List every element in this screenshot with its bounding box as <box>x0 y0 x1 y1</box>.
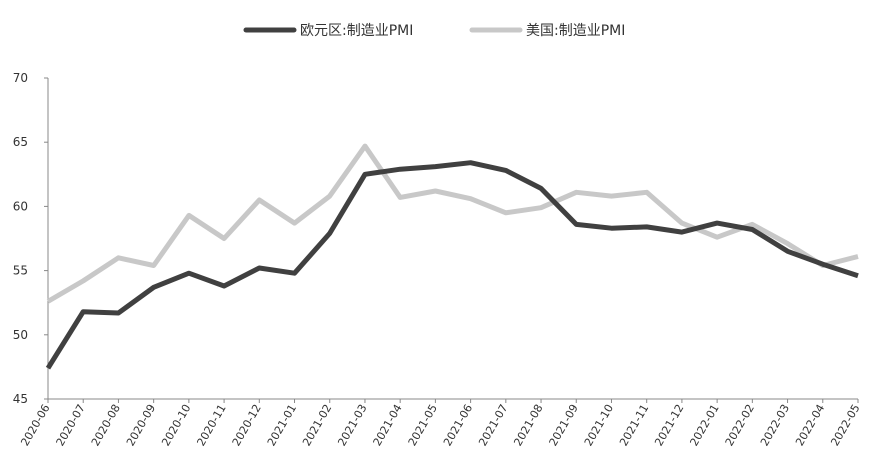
x-tick-label: 2021-07 <box>476 402 510 448</box>
y-tick-label: 45 <box>13 392 28 406</box>
x-tick-label: 2020-09 <box>124 402 158 448</box>
x-tick-label: 2020-10 <box>159 402 193 448</box>
x-tick-label: 2021-02 <box>300 402 334 448</box>
y-tick-label: 70 <box>13 71 28 85</box>
y-axis-ticks: 45 50 55 60 65 70 <box>13 71 48 406</box>
series-line-eurozone <box>45 160 859 370</box>
x-tick-label: 2022-02 <box>723 402 757 448</box>
x-tick-label: 2022-03 <box>758 402 792 448</box>
y-tick-label: 65 <box>13 135 28 149</box>
x-tick-label: 2020-12 <box>230 402 264 448</box>
x-tick-label: 2021-06 <box>441 402 475 448</box>
x-tick-label: 2022-05 <box>828 402 862 448</box>
x-tick-label: 2021-04 <box>371 402 405 448</box>
x-tick-label: 2021-05 <box>406 402 440 448</box>
x-tick-label: 2020-11 <box>194 402 228 448</box>
x-tick-label: 2022-04 <box>793 402 827 448</box>
x-tick-label: 2021-08 <box>511 402 545 448</box>
y-tick-label: 55 <box>13 264 28 278</box>
x-tick-label: 2021-01 <box>265 402 299 448</box>
legend-label-eurozone: 欧元区:制造业PMI <box>300 23 413 39</box>
x-tick-label: 2020-07 <box>54 402 88 448</box>
series-line-us <box>46 143 859 304</box>
x-axis-ticks: 2020-06 2020-07 2020-08 2020-09 2020-10 2020-… <box>18 399 863 448</box>
y-tick-label: 50 <box>13 328 28 342</box>
legend-item-us: 美国:制造业PMI <box>469 23 625 39</box>
legend-item-eurozone: 欧元区:制造业PMI <box>243 23 413 39</box>
y-tick-label: 60 <box>13 199 28 213</box>
x-tick-label: 2020-06 <box>18 402 52 448</box>
axes <box>47 78 858 400</box>
series-lines <box>45 143 859 370</box>
x-tick-label: 2021-11 <box>617 402 651 448</box>
x-tick-label: 2021-10 <box>582 402 616 448</box>
x-tick-label: 2021-09 <box>547 402 581 448</box>
x-tick-label: 2021-03 <box>335 402 369 448</box>
x-tick-label: 2022-01 <box>687 402 721 448</box>
x-tick-label: 2021-12 <box>652 402 686 448</box>
legend-label-us: 美国:制造业PMI <box>526 23 625 39</box>
legend: 欧元区:制造业PMI 美国:制造业PMI <box>243 23 625 39</box>
x-tick-label: 2020-08 <box>89 402 123 448</box>
